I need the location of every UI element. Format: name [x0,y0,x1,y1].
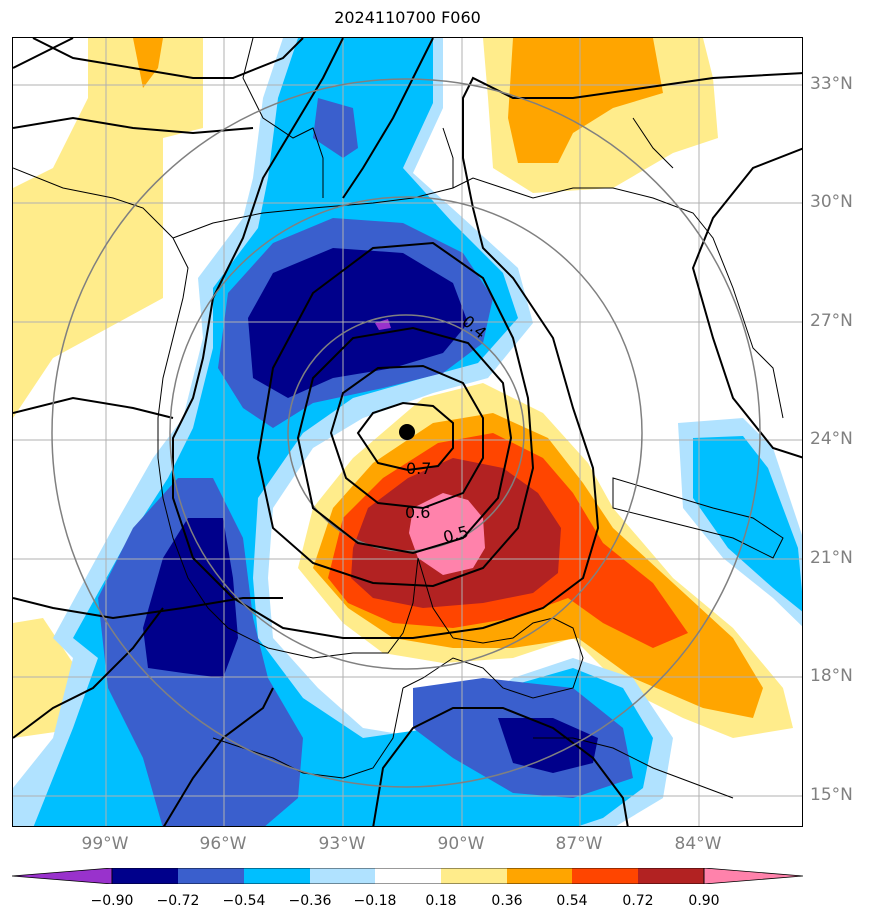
gulf-coast-us [157,237,454,659]
colorbar-outline [111,868,705,884]
colorbar-extend-left [12,868,113,884]
colorbar-tick-10: 0.90 [688,893,720,909]
lon-label-87: 87°W [555,834,603,854]
thick-line-11 [13,597,283,620]
neg-mid-area-upper [313,98,358,158]
thick-line-9 [372,707,629,826]
colorbar-tick-5: −0.18 [353,893,397,909]
mexico-border [13,167,174,239]
colorbar-tick-6: 0.18 [425,893,457,909]
neg-strong-area-sw [143,518,238,678]
neg-strong-area-se [498,718,598,773]
colorbar-bin-2 [178,868,244,884]
lat-label-18: 18°N [810,666,853,686]
shaded-negative-field [13,38,802,826]
thick-line-8 [163,687,274,826]
colorbar-tick-4: −0.36 [288,893,332,909]
colorbar-extend-right [703,868,803,884]
contour-label-0-6: 0.6 [405,503,430,522]
contour-0-4 [256,241,535,588]
coastlines [13,38,784,799]
thick-line-2 [32,38,304,79]
lon-label-93: 93°W [318,834,366,854]
lat-label-33: 33°N [810,74,853,94]
lat-label-24: 24°N [810,429,853,449]
colorbar-tick-2: −0.72 [156,893,200,909]
contour-0-6 [329,364,484,510]
map-panel: 0.4 0.7 0.6 0.5 [12,37,803,827]
pos-extreme-area-main [409,493,485,575]
lon-label-96: 96°W [199,834,247,854]
pos-mid-area-ne [508,38,663,163]
colorbar-bin-8 [572,868,638,884]
colorbar-tick-8: 0.54 [556,893,588,909]
colorbar-bin-3 [244,868,310,884]
map-title: 2024110700 F060 [334,8,481,27]
texas-louisiana-coast [172,177,784,419]
pos-faint-area-nw [13,38,203,418]
lon-label-99: 99°W [81,834,129,854]
colorbar-tick-3: −0.54 [222,893,266,909]
colorbar-bin-6 [441,868,507,884]
colorbar-bin-5 [375,868,441,884]
range-ring-middle [169,196,643,670]
neg-strong-area-north [248,248,468,398]
thick-line-7 [13,607,164,739]
storm-contours [256,241,535,588]
lat-label-27: 27°N [810,311,853,331]
lon-label-90: 90°W [437,834,485,854]
colorbar-tick-9: 0.72 [622,893,654,909]
contour-0-7 [356,401,454,472]
colorbar-bin-4 [310,868,375,884]
colorbar-tick-1: −0.90 [90,893,134,909]
contour-label-0-7: 0.7 [406,459,431,478]
thick-line-10 [691,147,802,459]
us-state-line-2 [442,127,454,188]
thick-line-6 [13,396,174,419]
contour-0-5 [296,326,513,555]
range-ring-outer [51,78,761,788]
lat-label-21: 21°N [810,548,853,568]
colorbar [12,868,803,884]
us-state-line-1 [242,38,324,198]
yucatan-coast [402,617,584,699]
colorbar-bin-9 [638,868,704,884]
range-rings [51,78,761,788]
colorbar-bin-7 [507,868,572,884]
colorbar-bin-1 [112,868,178,884]
lat-label-15: 15°N [810,785,853,805]
colorbar-tick-7: 0.36 [491,893,523,909]
thick-line-5 [342,38,434,199]
us-state-line-3 [632,117,674,169]
thick-line-3 [13,116,254,135]
map-canvas: 0.4 0.7 0.6 0.5 [13,38,802,826]
shaded-positive-field [13,38,793,826]
lat-label-30: 30°N [810,192,853,212]
storm-center-dot [399,424,415,440]
cuba-outline [612,477,784,559]
lon-label-84: 84°W [674,834,722,854]
lat-lon-grid [13,38,802,826]
pos-mid-area-nw [133,38,163,88]
